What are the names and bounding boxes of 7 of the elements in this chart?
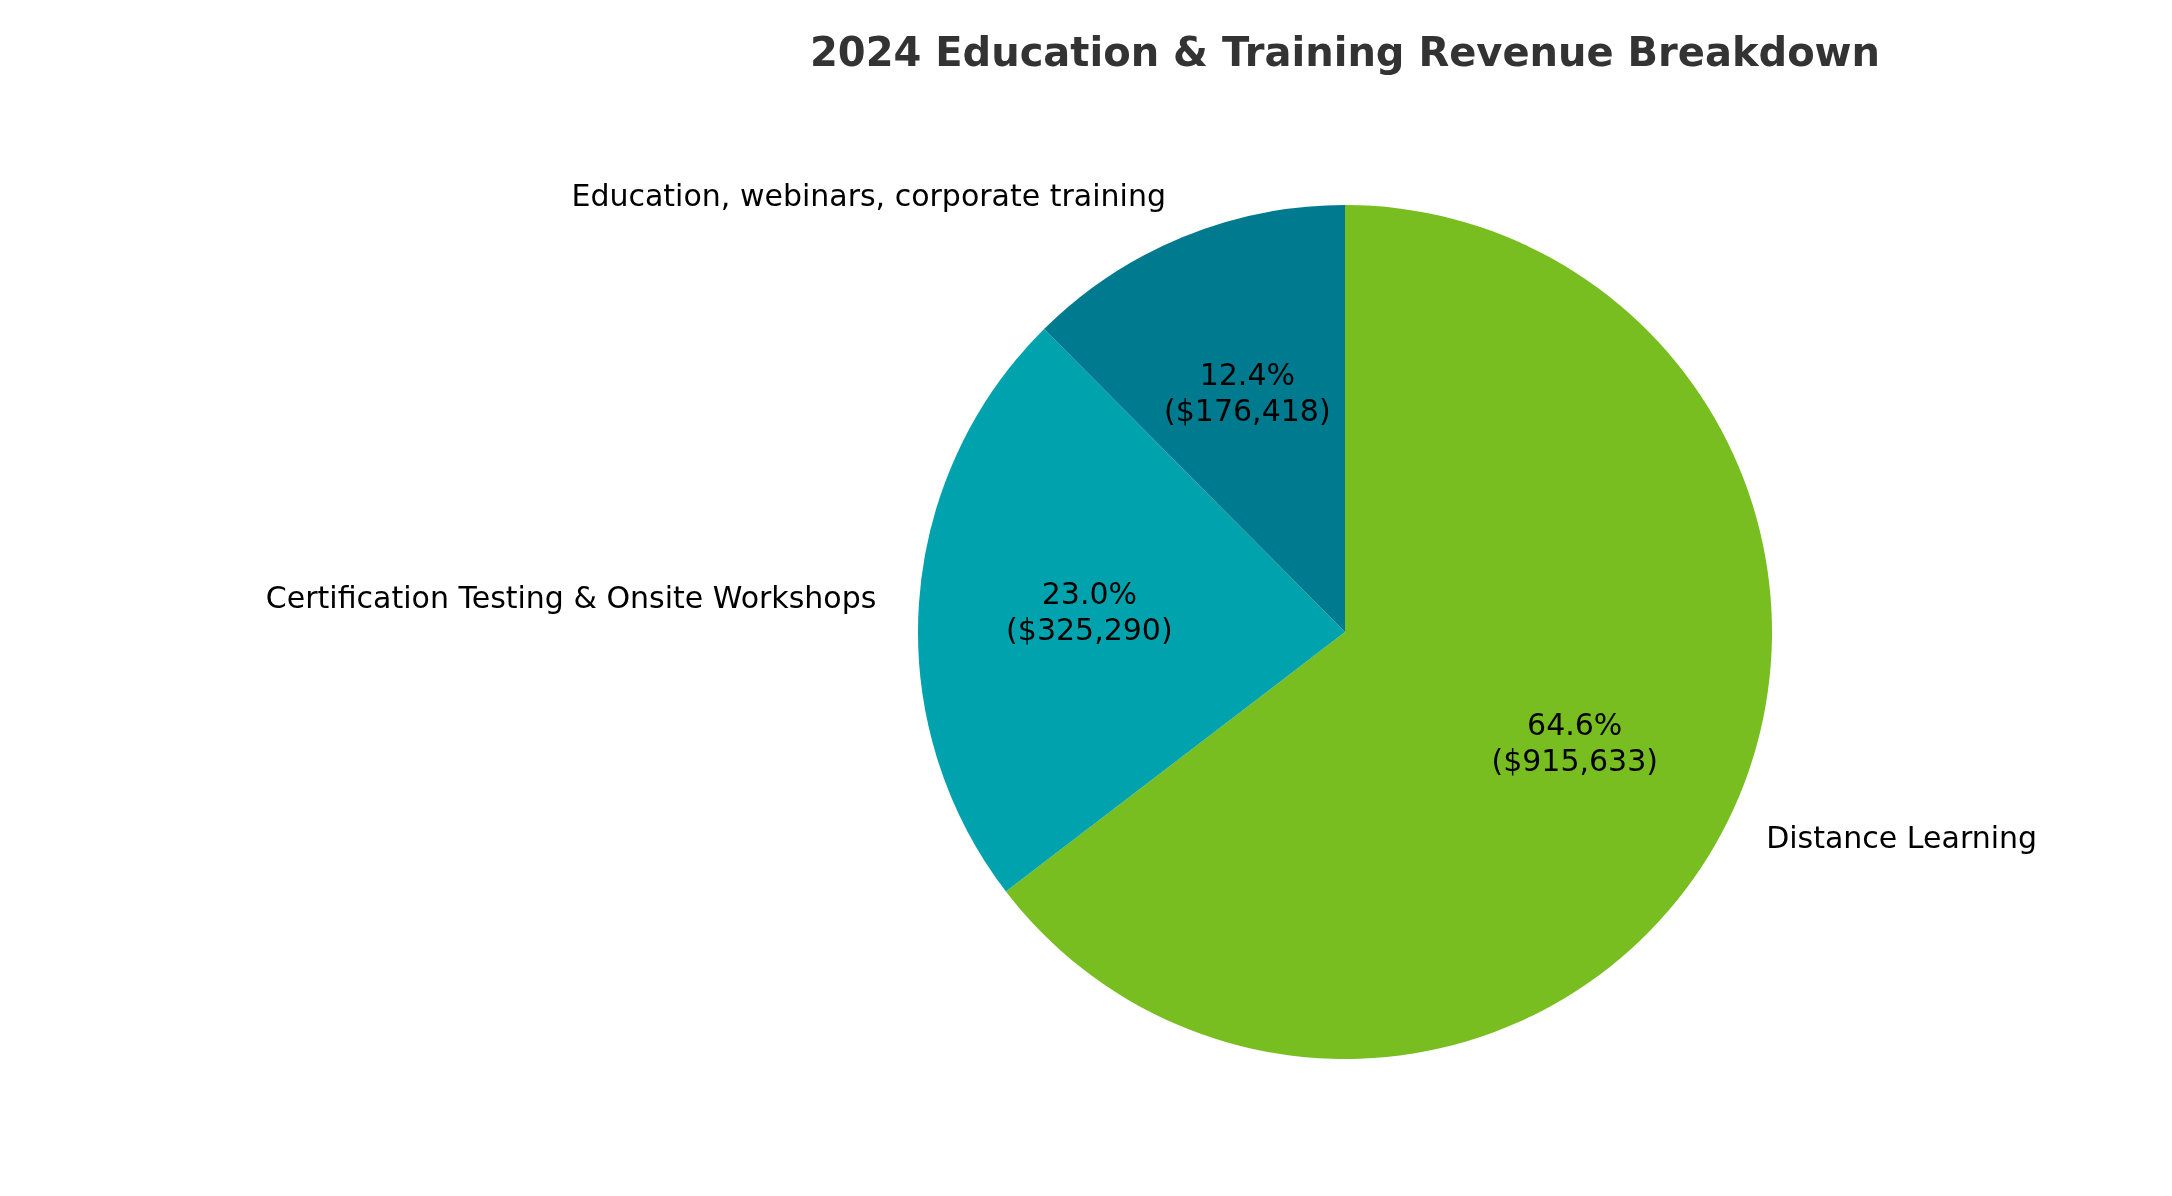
data-label: 23.0% ($325,290) (1006, 576, 1173, 648)
slice-label: Certification Testing & Onsite Workshops (265, 580, 877, 616)
data-label: 64.6% ($915,633) (1491, 707, 1658, 779)
chart-title: 2024 Education & Training Revenue Breakdown (809, 29, 1881, 76)
data-label: 12.4% ($176,418) (1164, 356, 1331, 428)
slice-label: Education, webinars, corporate training (571, 177, 1166, 213)
slice-label: Distance Learning (1766, 819, 2038, 855)
